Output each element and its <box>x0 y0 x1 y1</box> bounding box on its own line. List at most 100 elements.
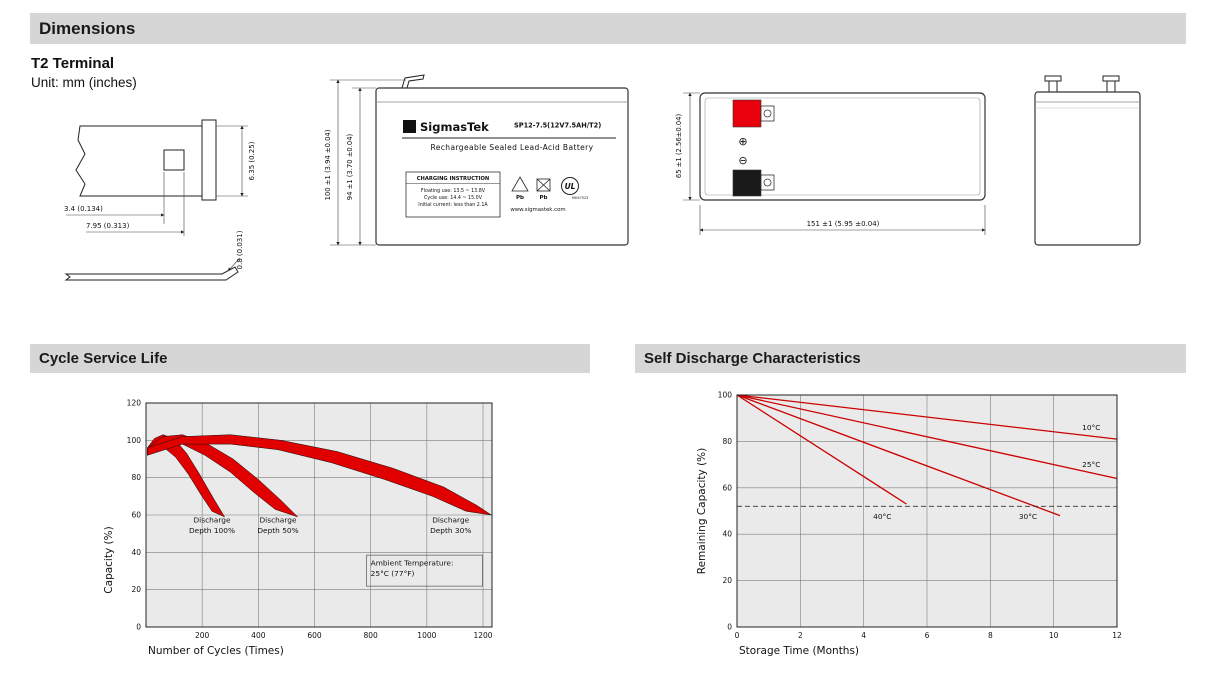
annotation-text: Depth 30% <box>430 526 471 535</box>
self-discharge-chart: 0 2 4 6 8 10 12 0 20 40 60 80 100 Storage Time (Month… <box>696 391 1122 658</box>
positive-terminal <box>732 99 762 128</box>
unit-note: Unit: mm (inches) <box>31 75 137 90</box>
y-axis-label: Capacity (%) <box>103 526 115 593</box>
y-tick-label: 80 <box>131 473 141 482</box>
ul-text: UL <box>565 182 576 191</box>
y-tick-label: 60 <box>131 511 141 520</box>
y-tick-label: 40 <box>131 548 141 557</box>
annotation-text: 25°C <box>1082 460 1100 469</box>
annotation-text: Depth 100% <box>189 526 235 535</box>
dim-label-total-height: 100 ±1 (3.94 ±0.04) <box>324 129 332 200</box>
terminal-hole <box>163 149 185 171</box>
terminal-side-strip <box>64 266 239 281</box>
terminal-type-heading: T2 Terminal <box>31 55 115 72</box>
x-tick-label: 0 <box>735 631 740 640</box>
front-terminal-tab <box>401 74 425 89</box>
annotation-box <box>366 554 483 587</box>
x-tick-label: 1200 <box>473 631 492 640</box>
annotation-text: Discharge <box>432 515 469 524</box>
y-tick-label: 100 <box>127 436 142 445</box>
x-tick-label: 4 <box>861 631 866 640</box>
pb-recycle-icon: Pb <box>511 176 529 201</box>
end-body <box>1034 91 1141 246</box>
ul-mark-icon: UL MH47523 <box>561 177 588 200</box>
dimensions-section-header: Dimensions <box>30 13 1186 44</box>
dim-label-side-height: 65 ±1 (2.56±0.04) <box>675 114 683 179</box>
y-tick-label: 0 <box>727 623 732 632</box>
y-tick-label: 80 <box>722 437 732 446</box>
series-line <box>736 394 1118 480</box>
x-tick-label: 8 <box>988 631 993 640</box>
dimensions-title: Dimensions <box>39 18 136 38</box>
terminal-detail-drawing: 3.4 (0.134) 7.95 (0.313) 6.35 (0.25) 0.8… <box>64 119 256 281</box>
annotation-text: Depth 50% <box>257 526 298 535</box>
positive-symbol-icon: ⊕ <box>738 135 747 148</box>
sigma-logo-box <box>403 120 416 133</box>
end-terminals <box>1044 75 1120 93</box>
y-tick-label: 120 <box>127 399 142 408</box>
y-tick-label: 60 <box>722 483 732 492</box>
dim-label-hole-offset: 3.4 (0.134) <box>64 205 103 213</box>
ul-file-code: MH47523 <box>572 196 588 200</box>
pb-no-trash-icon: Pb <box>536 178 551 201</box>
annotation-text: Discharge <box>259 515 296 524</box>
x-tick-label: 12 <box>1112 631 1122 640</box>
battery-type-label: Rechargeable Sealed Lead-Acid Battery <box>430 143 593 152</box>
series-line <box>736 394 1118 440</box>
y-tick-label: 100 <box>718 391 733 400</box>
model-number: SP12-7.5(12V7.5AH/T2) <box>514 122 601 130</box>
battery-front-view: Σ SigmasTek SP12-7.5(12V7.5AH/T2) Rechar… <box>324 74 629 246</box>
brand-name: SigmasTek <box>420 120 489 134</box>
x-tick-label: 1000 <box>417 631 436 640</box>
y-tick-label: 20 <box>131 585 141 594</box>
series-line <box>736 394 1061 517</box>
cycle-life-section-header: Cycle Service Life <box>30 344 590 373</box>
pb-left-label: Pb <box>516 195 524 201</box>
terminal-dim-lines <box>66 125 248 272</box>
battery-side-view: ⊕ ⊖ 65 ±1 (2.56±0.04) 151 ±1 (5.95 ±0.04… <box>675 92 986 235</box>
sigma-logo-icon: Σ <box>406 124 412 134</box>
negative-terminal <box>732 169 762 197</box>
dim-label-body-height: 94 ±1 (3.70 ±0.04) <box>346 133 354 200</box>
x-axis-label: Storage Time (Months) <box>739 645 859 657</box>
dim-label-thickness: 0.8 (0.031) <box>236 230 244 269</box>
website-label: www.sigmastek.com <box>510 207 565 213</box>
cycle-service-life-chart: 200 400 600 800 1000 1200 0 20 40 60 80 100 120 Numbe… <box>103 399 493 658</box>
cycle-life-title: Cycle Service Life <box>39 350 168 367</box>
annotation-text: 40°C <box>873 512 891 521</box>
side-dim-lines <box>683 92 986 235</box>
x-tick-label: 800 <box>364 631 379 640</box>
x-tick-label: 600 <box>307 631 322 640</box>
negative-symbol-icon: ⊖ <box>738 154 747 167</box>
band <box>147 434 492 516</box>
y-tick-label: 0 <box>136 623 141 632</box>
front-dim-lines <box>330 79 406 246</box>
pb-right-label: Pb <box>540 195 548 201</box>
annotation-text: Ambient Temperature: <box>371 558 454 567</box>
annotation-text: 10°C <box>1082 423 1100 432</box>
self-discharge-title: Self Discharge Characteristics <box>644 350 861 367</box>
series-line <box>736 394 907 505</box>
dim-label-tab-width: 7.95 (0.313) <box>86 222 130 230</box>
dim-label-tab-height: 6.35 (0.25) <box>248 141 256 180</box>
battery-body <box>375 87 629 246</box>
charging-line-3: Initial current: less than 2.1A <box>418 202 488 208</box>
battery-end-view <box>1034 75 1141 246</box>
charging-title: CHARGING INSTRUCTION <box>417 176 490 182</box>
x-tick-label: 6 <box>925 631 930 640</box>
annotation-text: 25°C (77°F) <box>371 569 415 578</box>
annotation-text: 30°C <box>1019 512 1037 521</box>
terminal-blade-outline <box>75 119 217 201</box>
y-tick-label: 40 <box>722 530 732 539</box>
x-tick-label: 10 <box>1049 631 1059 640</box>
x-tick-label: 200 <box>195 631 210 640</box>
self-discharge-section-header: Self Discharge Characteristics <box>635 344 1186 373</box>
charging-line-1: Floating use: 13.5 ~ 13.8V <box>421 188 486 194</box>
charging-instruction-box: CHARGING INSTRUCTION Floating use: 13.5 … <box>405 171 501 218</box>
charging-line-2: Cycle use: 14.4 ~ 15.0V <box>424 195 483 201</box>
x-tick-label: 400 <box>251 631 266 640</box>
x-tick-label: 2 <box>798 631 803 640</box>
dim-label-side-length: 151 ±1 (5.95 ±0.04) <box>807 220 880 228</box>
x-axis-label: Number of Cycles (Times) <box>148 645 284 657</box>
